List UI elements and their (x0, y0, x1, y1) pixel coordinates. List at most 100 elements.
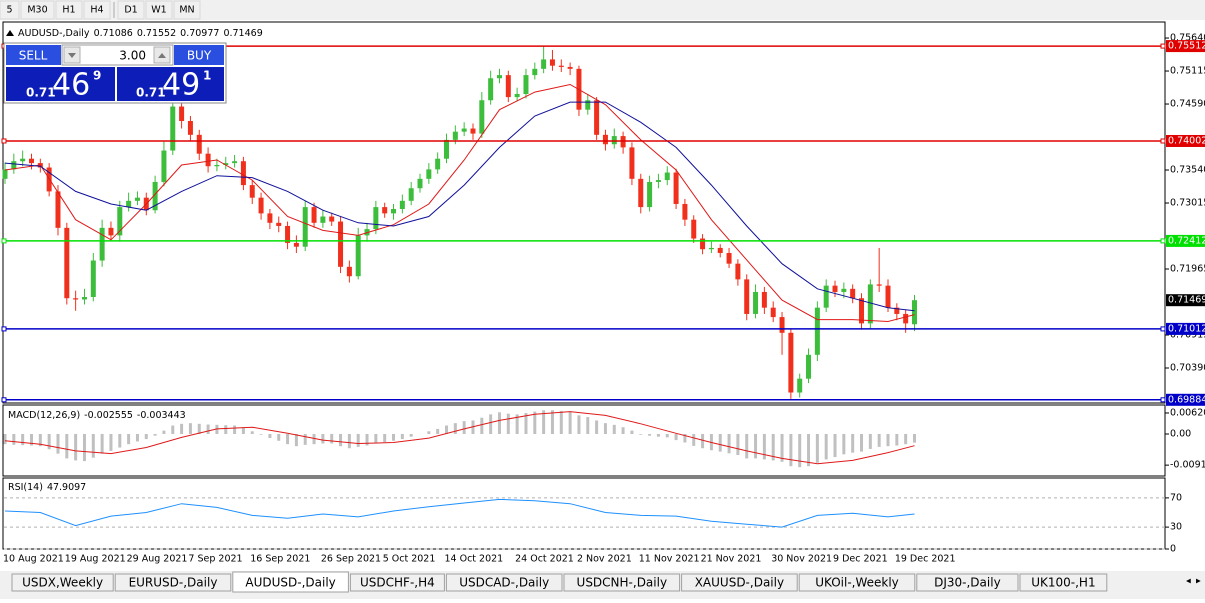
timeframe-button[interactable] (20, 0, 55, 20)
level-handle[interactable] (1160, 397, 1166, 403)
tab-bg[interactable] (1019, 573, 1108, 592)
level-handle[interactable] (1160, 238, 1166, 244)
bid-box[interactable] (6, 67, 115, 101)
macd-bar (12, 433, 16, 445)
macd-bar (665, 433, 669, 438)
tab-bg[interactable] (798, 573, 916, 592)
tab[interactable]: UK100-,H1 (1019, 573, 1108, 592)
tab-bg[interactable] (114, 573, 232, 592)
timeframe-label[interactable]: W1 (151, 5, 166, 16)
rsi-line (4, 498, 915, 528)
x-tick-label: 2 Nov 2021 (577, 554, 632, 565)
macd-bar (294, 433, 298, 447)
tab-label[interactable]: USDCAD-,Daily (459, 576, 549, 590)
candle-body (20, 158, 26, 162)
level-label: 0.69884 (1168, 394, 1205, 405)
x-tick-label: 26 Sep 2021 (321, 554, 381, 565)
timeframe-button[interactable] (173, 0, 201, 20)
tab-bg[interactable] (916, 573, 1019, 592)
macd-bar (197, 423, 201, 434)
macd-bar (621, 427, 625, 434)
moving-average (4, 101, 915, 312)
tab-scroll-right[interactable]: ▸ (1196, 576, 1201, 587)
tab[interactable]: UKOil-,Weekly (798, 573, 916, 592)
candle-body (532, 68, 538, 76)
x-tick-label: 14 Oct 2021 (445, 554, 504, 565)
buy-label[interactable]: BUY (187, 49, 212, 63)
tab-bg[interactable] (232, 571, 349, 593)
tab[interactable]: USDCNH-,Daily (563, 573, 681, 592)
level-handle[interactable] (1160, 138, 1166, 144)
timeframe-label[interactable]: H4 (90, 5, 103, 16)
macd-bar (365, 433, 369, 446)
level-handle[interactable] (1, 397, 7, 403)
macd-bar (489, 414, 493, 434)
tab-label[interactable]: XAUUSD-,Daily (695, 576, 784, 590)
candle-body (585, 100, 591, 110)
level-handle[interactable] (1, 238, 7, 244)
candle-body (788, 332, 794, 393)
level-label: 0.74002 (1168, 135, 1205, 146)
timeframe-label[interactable]: MN (179, 5, 194, 16)
tab-label[interactable]: USDCNH-,Daily (577, 576, 668, 590)
lots-input[interactable] (61, 44, 174, 66)
timeframe-button[interactable] (117, 0, 145, 20)
timeframe-button[interactable] (55, 0, 83, 20)
macd-bar (754, 433, 758, 459)
timeframe-label[interactable]: D1 (124, 5, 137, 16)
tab-label[interactable]: EURUSD-,Daily (129, 576, 218, 590)
candle-body (514, 93, 520, 98)
level-handle[interactable] (1160, 326, 1166, 332)
level-handle[interactable] (1, 138, 7, 144)
timeframe-button[interactable] (0, 0, 20, 20)
timeframe-label[interactable]: 5 (6, 5, 12, 16)
tab[interactable]: AUDUSD-,Daily (232, 571, 349, 593)
sell-label[interactable]: SELL (19, 49, 48, 63)
tab-label[interactable]: USDCHF-,H4 (360, 576, 435, 590)
timeframe-button[interactable] (145, 0, 173, 20)
candle-body (753, 291, 759, 314)
tab[interactable]: EURUSD-,Daily (114, 573, 232, 592)
tab[interactable]: DJ30-,Daily (916, 573, 1019, 592)
tab-bg[interactable] (11, 573, 114, 592)
tab[interactable]: XAUUSD-,Daily (681, 573, 798, 592)
timeframe-button[interactable] (83, 0, 111, 20)
candle-body (134, 197, 140, 201)
sell-button[interactable] (6, 45, 61, 65)
tab-bg[interactable] (563, 573, 681, 592)
macd-bar (330, 433, 334, 444)
tab[interactable]: USDCAD-,Daily (445, 573, 563, 592)
tab[interactable]: USDCHF-,H4 (349, 573, 445, 592)
macd-bar (630, 430, 634, 434)
tab-bg[interactable] (349, 573, 445, 592)
candle-body (850, 288, 856, 299)
buy-button[interactable] (174, 45, 224, 65)
macd-bar (815, 433, 819, 463)
candle-body (108, 227, 114, 236)
ask-box[interactable] (117, 67, 224, 101)
macd-bar (550, 410, 554, 434)
candle-body (859, 298, 865, 324)
level-handle[interactable] (1, 326, 7, 332)
tab-scroll-left[interactable]: ◂ (1186, 576, 1191, 587)
tab-label[interactable]: UK100-,H1 (1031, 576, 1095, 590)
tab-label[interactable]: AUDUSD-,Daily (245, 576, 335, 590)
tab-label[interactable]: USDX,Weekly (22, 576, 103, 590)
lots-value[interactable]: 3.00 (119, 49, 146, 63)
tab-bg[interactable] (681, 573, 798, 592)
tab-label[interactable]: UKOil-,Weekly (815, 576, 899, 590)
ask-big: 0.71 (136, 86, 166, 100)
candle-body (179, 106, 185, 121)
timeframe-label[interactable]: H1 (62, 5, 75, 16)
tab-label[interactable]: DJ30-,Daily (934, 576, 1001, 590)
tab[interactable]: USDX,Weekly (11, 573, 114, 592)
title-part: 0.71086 (94, 28, 133, 39)
macd-bar (860, 433, 864, 452)
macd-bar (339, 433, 343, 447)
macd-panel (2, 404, 1166, 477)
level-handle[interactable] (1160, 43, 1166, 49)
macd-bar (65, 433, 69, 459)
candle-body (806, 354, 812, 379)
timeframe-label[interactable]: M30 (27, 5, 47, 16)
tab-bg[interactable] (445, 573, 563, 592)
